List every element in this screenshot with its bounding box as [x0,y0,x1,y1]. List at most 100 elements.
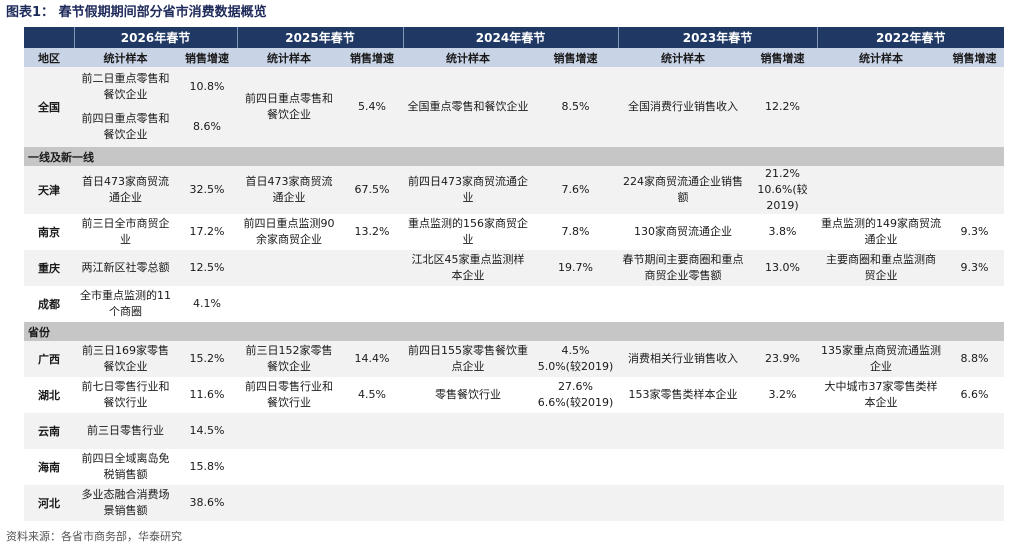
growth-cell [533,413,618,449]
growth-cell [945,449,1004,485]
sample-cell: 130家商贸流通企业 [618,214,748,250]
sample-cell [817,286,945,322]
sample-cell: 前三日零售行业 [74,413,177,449]
sample-cell: 重点监测的156家商贸企业 [403,214,533,250]
table-row-quanguo-2: 前四日重点零售和餐饮企业 8.6% [24,107,1004,147]
sample-cell: 前四日155家零售餐饮重点企业 [403,341,533,377]
sample-cell [618,485,748,521]
sample-cell [817,166,945,214]
growth-cell [748,413,817,449]
sample-cell: 153家零售类样本企业 [618,377,748,413]
sample-cell [237,485,341,521]
growth-cell [533,485,618,521]
region-cell: 广西 [24,341,74,377]
growth-cell: 23.9% [748,341,817,377]
sample-header: 统计样本 [74,48,177,67]
sample-cell: 重点监测的149家商贸流通企业 [817,214,945,250]
sample-cell: 两江新区社零总额 [74,250,177,286]
table-row: 天津 首日473家商贸流通企业 32.5% 首日473家商贸流通企业 67.5% 前四日4… [24,166,1004,214]
growth-cell [748,449,817,485]
table-row: 广西 前三日169家零售餐饮企业 15.2% 前三日152家零售餐饮企业 14.4% 前四… [24,341,1004,377]
growth-cell: 8.8% [945,341,1004,377]
growth-cell [341,250,403,286]
growth-cell: 5.4% [341,67,403,147]
growth-cell [533,449,618,485]
year-header: 2026年春节 [73,27,237,48]
growth-header: 销售增速 [748,48,817,67]
sample-cell: 春节期间主要商圈和重点商贸企业零售额 [618,250,748,286]
growth-cell: 6.6% [945,377,1004,413]
region-cell: 云南 [24,413,74,449]
sample-header: 统计样本 [237,48,341,67]
region-cell: 南京 [24,214,74,250]
sample-cell: 消费相关行业销售收入 [618,341,748,377]
growth-header: 销售增速 [533,48,618,67]
sample-cell: 前三日169家零售餐饮企业 [74,341,177,377]
region-cell: 河北 [24,485,74,521]
growth-cell: 13.2% [341,214,403,250]
sample-cell: 224家商贸流通企业销售额 [618,166,748,214]
section-row-tier1: 一线及新一线 [24,147,1004,166]
sample-cell: 首日473家商贸流通企业 [237,166,341,214]
sample-cell: 多业态融合消费场景销售额 [74,485,177,521]
growth-cell: 11.6% [177,377,237,413]
sample-cell [817,485,945,521]
growth-header: 销售增速 [177,48,237,67]
sample-cell: 首日473家商贸流通企业 [74,166,177,214]
sample-cell [618,286,748,322]
growth-cell: 3.2% [748,377,817,413]
growth-cell [945,485,1004,521]
table-row: 重庆 两江新区社零总额 12.5% 江北区45家重点监测样本企业 19.7% 春节期间主要… [24,250,1004,286]
growth-cell: 4.1% [177,286,237,322]
growth-cell [341,286,403,322]
section-row-provinces: 省份 [24,322,1004,341]
growth-cell [945,166,1004,214]
sample-cell [237,250,341,286]
sample-cell: 前四日重点零售和餐饮企业 [237,67,341,147]
growth-cell: 67.5% [341,166,403,214]
growth-cell: 12.5% [177,250,237,286]
sample-cell: 前四日重点零售和餐饮企业 [74,107,177,147]
region-cell: 成都 [24,286,74,322]
column-header-row: 地区 统计样本 销售增速 统计样本 销售增速 统计样本 销售增速 统计样本 销售… [24,48,1004,67]
growth-cell [945,67,1004,147]
sample-cell [237,449,341,485]
growth-cell: 8.6% [177,107,237,147]
growth-cell [748,485,817,521]
growth-cell: 4.5% [341,377,403,413]
sample-cell [237,413,341,449]
table-row: 湖北 前七日零售行业和餐饮行业 11.6% 前四日零售行业和餐饮行业 4.5% 零售餐饮行… [24,377,1004,413]
consumption-table: 2026年春节 2025年春节 2024年春节 2023年春节 2022年春节 … [24,27,1004,521]
growth-cell: 14.5% [177,413,237,449]
sample-cell: 135家重点商贸流通监测企业 [817,341,945,377]
sample-header: 统计样本 [618,48,748,67]
sample-cell: 前三日全市商贸企业 [74,214,177,250]
growth-cell [945,286,1004,322]
growth-cell: 7.8% [533,214,618,250]
region-header: 地区 [24,48,74,67]
corner-cell [24,27,74,48]
sample-cell [618,449,748,485]
growth-cell: 4.5% 5.0%(较2019) [533,341,618,377]
figure-title: 图表1： 春节假期期间部分省市消费数据概览 [6,5,267,20]
growth-cell: 3.8% [748,214,817,250]
growth-cell [341,413,403,449]
growth-cell [748,286,817,322]
growth-header: 销售增速 [341,48,403,67]
table-row: 海南 前四日全域离岛免税销售额 15.8% [24,449,1004,485]
sample-cell [403,286,533,322]
sample-cell: 江北区45家重点监测样本企业 [403,250,533,286]
growth-header: 销售增速 [945,48,1004,67]
sample-cell: 主要商圈和重点监测商贸企业 [817,250,945,286]
year-header: 2025年春节 [236,27,403,48]
sample-cell [237,286,341,322]
year-header: 2024年春节 [402,27,618,48]
year-header: 2023年春节 [617,27,817,48]
region-cell: 天津 [24,166,74,214]
sample-cell: 全国重点零售和餐饮企业 [403,67,533,147]
region-cell: 海南 [24,449,74,485]
growth-cell: 19.7% [533,250,618,286]
region-cell: 重庆 [24,250,74,286]
growth-cell: 9.3% [945,250,1004,286]
table-row: 成都 全市重点监测的11个商圈 4.1% [24,286,1004,322]
